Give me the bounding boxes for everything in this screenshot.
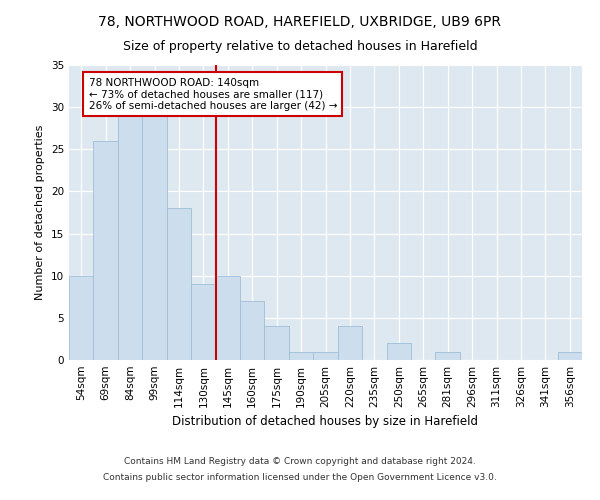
Text: 78, NORTHWOOD ROAD, HAREFIELD, UXBRIDGE, UB9 6PR: 78, NORTHWOOD ROAD, HAREFIELD, UXBRIDGE,… [98, 15, 502, 29]
Bar [69, 276, 94, 360]
Bar [191, 284, 215, 360]
Bar [436, 352, 460, 360]
Text: Contains public sector information licensed under the Open Government Licence v3: Contains public sector information licen… [103, 472, 497, 482]
Bar [313, 352, 338, 360]
Bar [289, 352, 313, 360]
Bar [215, 276, 240, 360]
Text: Contains HM Land Registry data © Crown copyright and database right 2024.: Contains HM Land Registry data © Crown c… [124, 458, 476, 466]
Text: 78 NORTHWOOD ROAD: 140sqm
← 73% of detached houses are smaller (117)
26% of semi: 78 NORTHWOOD ROAD: 140sqm ← 73% of detac… [89, 78, 337, 111]
Bar [338, 326, 362, 360]
Bar [167, 208, 191, 360]
Bar [240, 301, 265, 360]
Text: Size of property relative to detached houses in Harefield: Size of property relative to detached ho… [122, 40, 478, 53]
Bar [94, 141, 118, 360]
Bar [386, 343, 411, 360]
X-axis label: Distribution of detached houses by size in Harefield: Distribution of detached houses by size … [173, 416, 479, 428]
Bar [557, 352, 582, 360]
Bar [118, 116, 142, 360]
Y-axis label: Number of detached properties: Number of detached properties [35, 125, 46, 300]
Bar [265, 326, 289, 360]
Bar [142, 116, 167, 360]
